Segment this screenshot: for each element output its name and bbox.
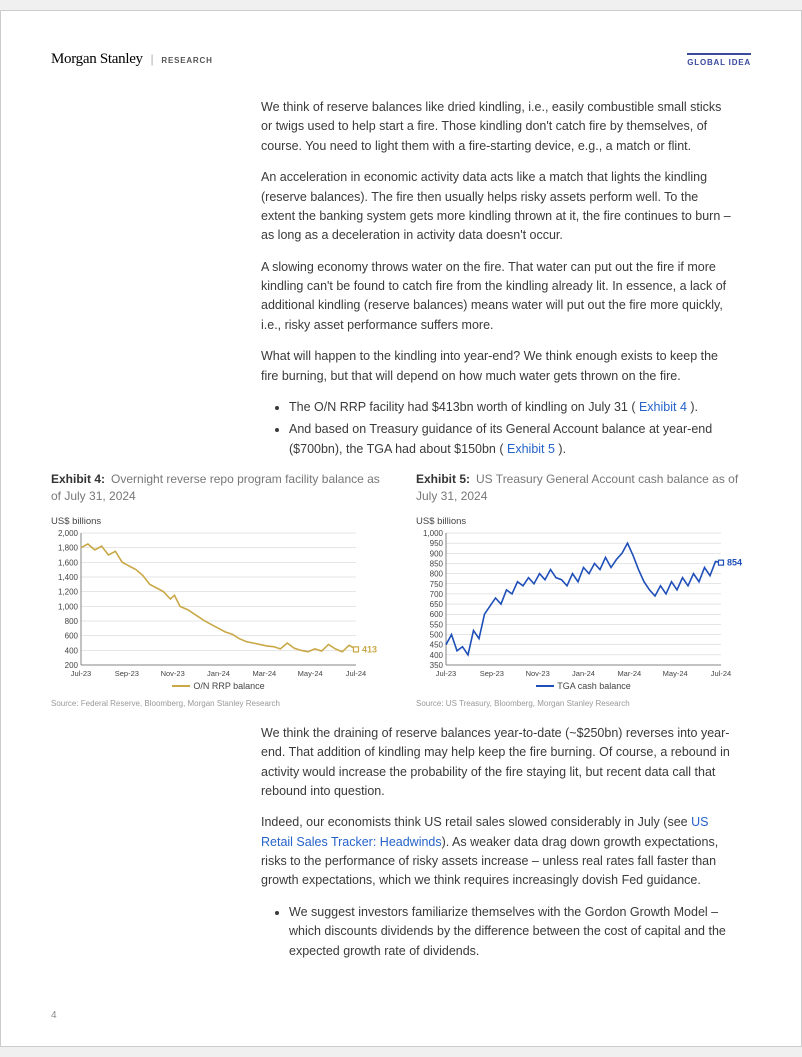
svg-text:500: 500 [430,630,444,639]
exhibit-title: Exhibit 4:Overnight reverse repo program… [51,471,386,506]
body-column-top: We think of reserve balances like dried … [261,98,731,459]
page-header: Morgan Stanley | RESEARCH GLOBAL IDEA [51,51,751,68]
svg-text:May-24: May-24 [663,669,688,678]
legend-swatch [536,685,554,687]
paragraph: What will happen to the kindling into ye… [261,347,731,386]
list-item: We suggest investors familiarize themsel… [289,903,731,961]
svg-text:Jul-24: Jul-24 [346,669,366,678]
list-item: And based on Treasury guidance of its Ge… [289,420,731,459]
exhibits-row: Exhibit 4:Overnight reverse repo program… [51,471,751,708]
svg-text:2,000: 2,000 [58,529,79,538]
chart-legend: O/N RRP balance [51,681,386,691]
line-chart-svg: 3504004505005506006507007508008509009501… [416,529,751,679]
line-chart-svg: 2004006008001,0001,2001,4001,6001,8002,0… [51,529,386,679]
svg-text:400: 400 [65,646,79,655]
exhibit-label: Exhibit 4: [51,472,105,486]
svg-text:1,400: 1,400 [58,573,79,582]
svg-text:Jul-24: Jul-24 [711,669,731,678]
svg-text:450: 450 [430,640,444,649]
legend-label: TGA cash balance [557,681,631,691]
exhibit-link[interactable]: Exhibit 5 [507,442,555,456]
chart-legend: TGA cash balance [416,681,751,691]
svg-text:1,000: 1,000 [58,602,79,611]
chart-source: Source: US Treasury, Bloomberg, Morgan S… [416,699,751,708]
svg-text:854: 854 [727,557,742,567]
exhibit-5: Exhibit 5:US Treasury General Account ca… [416,471,751,708]
paragraph: Indeed, our economists think US retail s… [261,813,731,891]
paragraph: A slowing economy throws water on the fi… [261,258,731,336]
svg-text:Jan-24: Jan-24 [207,669,230,678]
logo-block: Morgan Stanley | RESEARCH [51,51,213,68]
list-item: The O/N RRP facility had $413bn worth of… [289,398,731,417]
svg-text:850: 850 [430,559,444,568]
body-column-bottom: We think the draining of reserve balance… [261,724,731,961]
chart-4: US$ billions 2004006008001,0001,2001,400… [51,516,386,691]
brand-sublabel: RESEARCH [161,56,212,65]
brand-logo: Morgan Stanley [51,51,143,68]
svg-text:Mar-24: Mar-24 [252,669,276,678]
exhibit-link[interactable]: Exhibit 4 [639,400,687,414]
legend-swatch [172,685,190,687]
svg-text:1,600: 1,600 [58,558,79,567]
paragraph-text: Indeed, our economists think US retail s… [261,815,691,829]
y-axis-title: US$ billions [416,516,751,527]
page-root: Morgan Stanley | RESEARCH GLOBAL IDEA We… [0,10,802,1047]
svg-text:600: 600 [430,610,444,619]
paragraph: We think of reserve balances like dried … [261,98,731,156]
exhibit-4: Exhibit 4:Overnight reverse repo program… [51,471,386,708]
global-idea-badge: GLOBAL IDEA [687,53,751,67]
paragraph: An acceleration in economic activity dat… [261,168,731,246]
svg-text:May-24: May-24 [298,669,323,678]
list-text: ). [555,442,566,456]
svg-text:400: 400 [430,651,444,660]
svg-text:1,000: 1,000 [423,529,444,538]
svg-text:1,800: 1,800 [58,543,79,552]
svg-text:800: 800 [430,569,444,578]
logo-separator: | [151,51,154,67]
svg-text:413: 413 [362,644,377,654]
svg-text:700: 700 [430,590,444,599]
legend-label: O/N RRP balance [193,681,264,691]
svg-text:600: 600 [65,631,79,640]
svg-text:900: 900 [430,549,444,558]
list-text: And based on Treasury guidance of its Ge… [289,422,712,455]
svg-text:Sep-23: Sep-23 [480,669,504,678]
exhibit-label: Exhibit 5: [416,472,470,486]
bullet-list: The O/N RRP facility had $413bn worth of… [289,398,731,459]
svg-text:950: 950 [430,539,444,548]
list-text: ). [687,400,698,414]
svg-text:Jul-23: Jul-23 [71,669,91,678]
svg-text:550: 550 [430,620,444,629]
bullet-list: We suggest investors familiarize themsel… [289,903,731,961]
svg-text:Nov-23: Nov-23 [161,669,185,678]
svg-text:750: 750 [430,580,444,589]
svg-text:Jul-23: Jul-23 [436,669,456,678]
chart-5: US$ billions 350400450500550600650700750… [416,516,751,691]
svg-text:1,200: 1,200 [58,587,79,596]
svg-text:Sep-23: Sep-23 [115,669,139,678]
exhibit-title: Exhibit 5:US Treasury General Account ca… [416,471,751,506]
list-text: The O/N RRP facility had $413bn worth of… [289,400,639,414]
svg-text:650: 650 [430,600,444,609]
chart-source: Source: Federal Reserve, Bloomberg, Morg… [51,699,386,708]
y-axis-title: US$ billions [51,516,386,527]
svg-text:Mar-24: Mar-24 [617,669,641,678]
page-number: 4 [51,1010,57,1021]
svg-text:Nov-23: Nov-23 [526,669,550,678]
paragraph: We think the draining of reserve balance… [261,724,731,802]
svg-text:Jan-24: Jan-24 [572,669,595,678]
svg-text:800: 800 [65,617,79,626]
